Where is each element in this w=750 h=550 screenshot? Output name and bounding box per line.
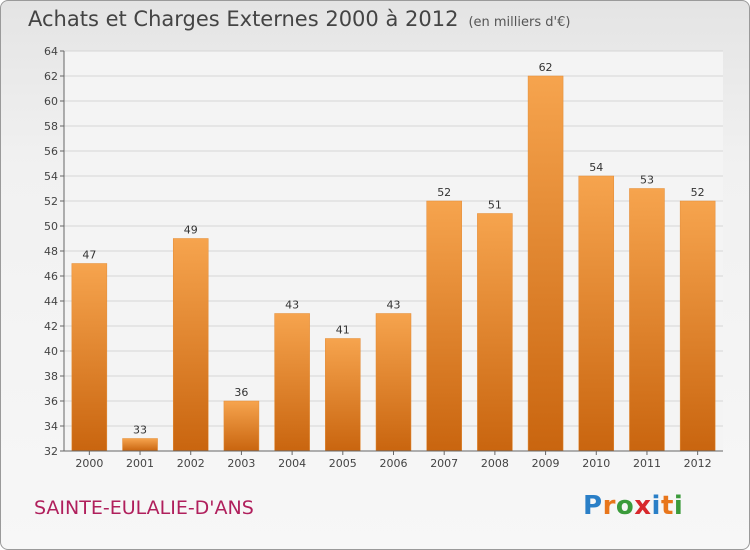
logo-letter: i: [673, 491, 684, 521]
y-tick-label: 38: [44, 370, 58, 383]
value-label: 43: [285, 299, 299, 312]
bar: [578, 175, 615, 452]
chart-title-text: Achats et Charges Externes 2000 à 2012: [28, 7, 459, 31]
x-tick-label: 2009: [532, 457, 560, 470]
y-tick-label: 50: [44, 220, 58, 233]
chart-title: Achats et Charges Externes 2000 à 2012 (e…: [28, 7, 570, 31]
value-label: 33: [133, 424, 147, 437]
bar: [172, 238, 209, 452]
value-label: 47: [82, 249, 96, 262]
value-label: 49: [184, 224, 198, 237]
y-tick-label: 46: [44, 270, 58, 283]
proxiti-logo[interactable]: Proxiti: [583, 491, 683, 521]
y-tick-label: 42: [44, 320, 58, 333]
x-tick-label: 2000: [75, 457, 103, 470]
value-label: 36: [234, 386, 248, 399]
y-tick-label: 34: [44, 420, 58, 433]
y-tick-label: 54: [44, 170, 58, 183]
logo-letter: o: [615, 491, 635, 521]
value-label: 52: [691, 186, 705, 199]
bar: [375, 313, 412, 452]
value-label: 62: [539, 61, 553, 74]
x-tick-label: 2001: [126, 457, 154, 470]
logo-letter: r: [602, 491, 616, 521]
x-tick-label: 2012: [684, 457, 712, 470]
logo-letter: t: [660, 491, 674, 521]
y-tick-label: 40: [44, 345, 58, 358]
value-label: 43: [387, 299, 401, 312]
bar: [679, 200, 716, 452]
x-tick-label: 2010: [582, 457, 610, 470]
bar: [274, 313, 310, 452]
logo-letter: x: [634, 491, 652, 521]
unit-note: (en milliers d'€): [468, 15, 571, 30]
value-label: 41: [336, 324, 350, 337]
y-tick-label: 48: [44, 245, 58, 258]
value-label: 51: [488, 199, 502, 212]
x-tick-label: 2008: [481, 457, 509, 470]
bar: [122, 438, 158, 452]
y-tick-label: 62: [44, 70, 58, 83]
axes: 32 34 36 38 40 42 44 46 48 50 52 54 56 58 60 62 64 2000 20…: [44, 45, 723, 470]
bar: [629, 188, 665, 452]
y-tick-label: 52: [44, 195, 58, 208]
bar: [527, 75, 564, 452]
y-tick-label: 64: [44, 45, 58, 58]
place-name: SAINTE-EULALIE-D'ANS: [34, 497, 254, 519]
x-tick-label: 2002: [177, 457, 205, 470]
logo-letter: i: [651, 491, 661, 521]
x-tick-label: 2006: [380, 457, 408, 470]
x-tick-label: 2011: [633, 457, 661, 470]
y-tick-label: 36: [44, 395, 58, 408]
bar: [71, 263, 108, 452]
x-tick-label: 2004: [278, 457, 306, 470]
bar: [477, 213, 513, 452]
y-tick-label: 56: [44, 145, 58, 158]
value-label: 53: [640, 174, 654, 187]
y-tick-label: 44: [44, 295, 58, 308]
bars: 47 33 49 36 43 41 43 52 51 62 54 53 52: [71, 61, 716, 452]
x-tick-label: 2005: [329, 457, 357, 470]
y-tick-label: 58: [44, 120, 58, 133]
bar: [223, 400, 260, 452]
y-tick-label: 60: [44, 95, 58, 108]
value-label: 52: [437, 186, 451, 199]
x-tick-label: 2003: [227, 457, 255, 470]
logo-letter: P: [583, 491, 603, 521]
bar: [325, 338, 361, 452]
y-tick-label: 32: [44, 445, 58, 458]
x-tick-label: 2007: [430, 457, 458, 470]
value-label: 54: [589, 161, 603, 174]
bar: [426, 200, 462, 452]
